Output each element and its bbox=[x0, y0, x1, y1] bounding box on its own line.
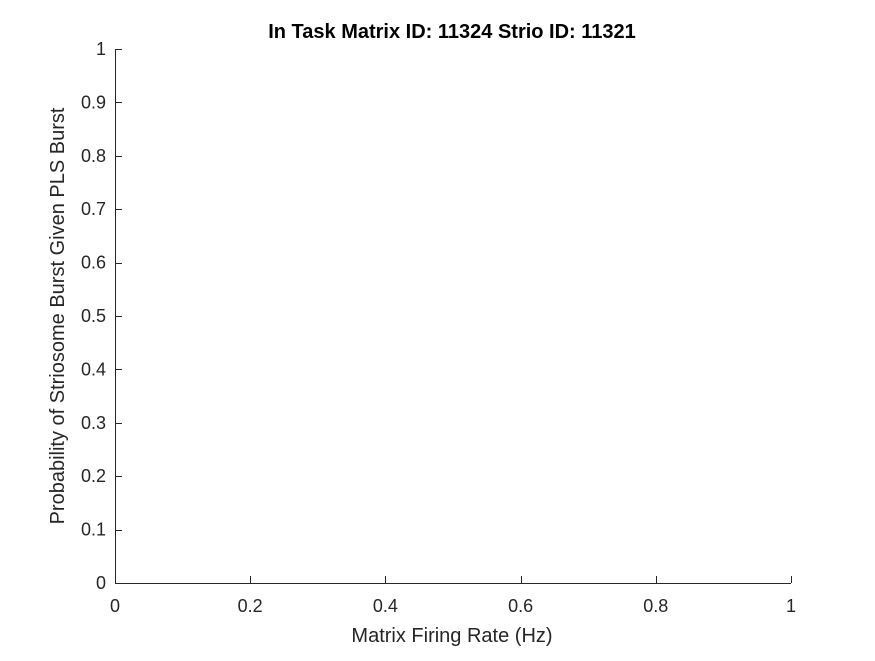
x-axis-label: Matrix Firing Rate (Hz) bbox=[351, 625, 552, 647]
y-tick-label: 0.4 bbox=[81, 359, 106, 379]
x-tick-label: 0.6 bbox=[508, 596, 533, 616]
y-tick-label: 1 bbox=[96, 39, 106, 59]
x-tick-label: 0.4 bbox=[373, 596, 398, 616]
y-tick-label: 0 bbox=[96, 573, 106, 593]
x-tick-label: 1 bbox=[786, 596, 796, 616]
chart-title: In Task Matrix ID: 11324 Strio ID: 11321 bbox=[268, 21, 636, 43]
y-tick-label: 0.8 bbox=[81, 146, 106, 166]
x-tick-label: 0.8 bbox=[643, 596, 668, 616]
y-tick-label: 0.3 bbox=[81, 413, 106, 433]
x-tick-label: 0.2 bbox=[238, 596, 263, 616]
y-tick-label: 0.6 bbox=[81, 253, 106, 273]
y-tick-label: 0.9 bbox=[81, 92, 106, 112]
ticks: 0 0.2 0.4 0.6 0.8 1 0 0.1 0.2 0.3 0.4 0.5 0.6 0.7 0.8 0… bbox=[81, 39, 796, 616]
y-tick-label: 0.5 bbox=[81, 306, 106, 326]
y-tick-label: 0.2 bbox=[81, 466, 106, 486]
x-tick-label: 0 bbox=[110, 596, 120, 616]
y-axis-label: Probability of Striosome Burst Given PLS… bbox=[47, 107, 69, 524]
y-tick-label: 0.7 bbox=[81, 199, 106, 219]
y-tick-label: 0.1 bbox=[81, 520, 106, 540]
axes bbox=[115, 49, 791, 584]
